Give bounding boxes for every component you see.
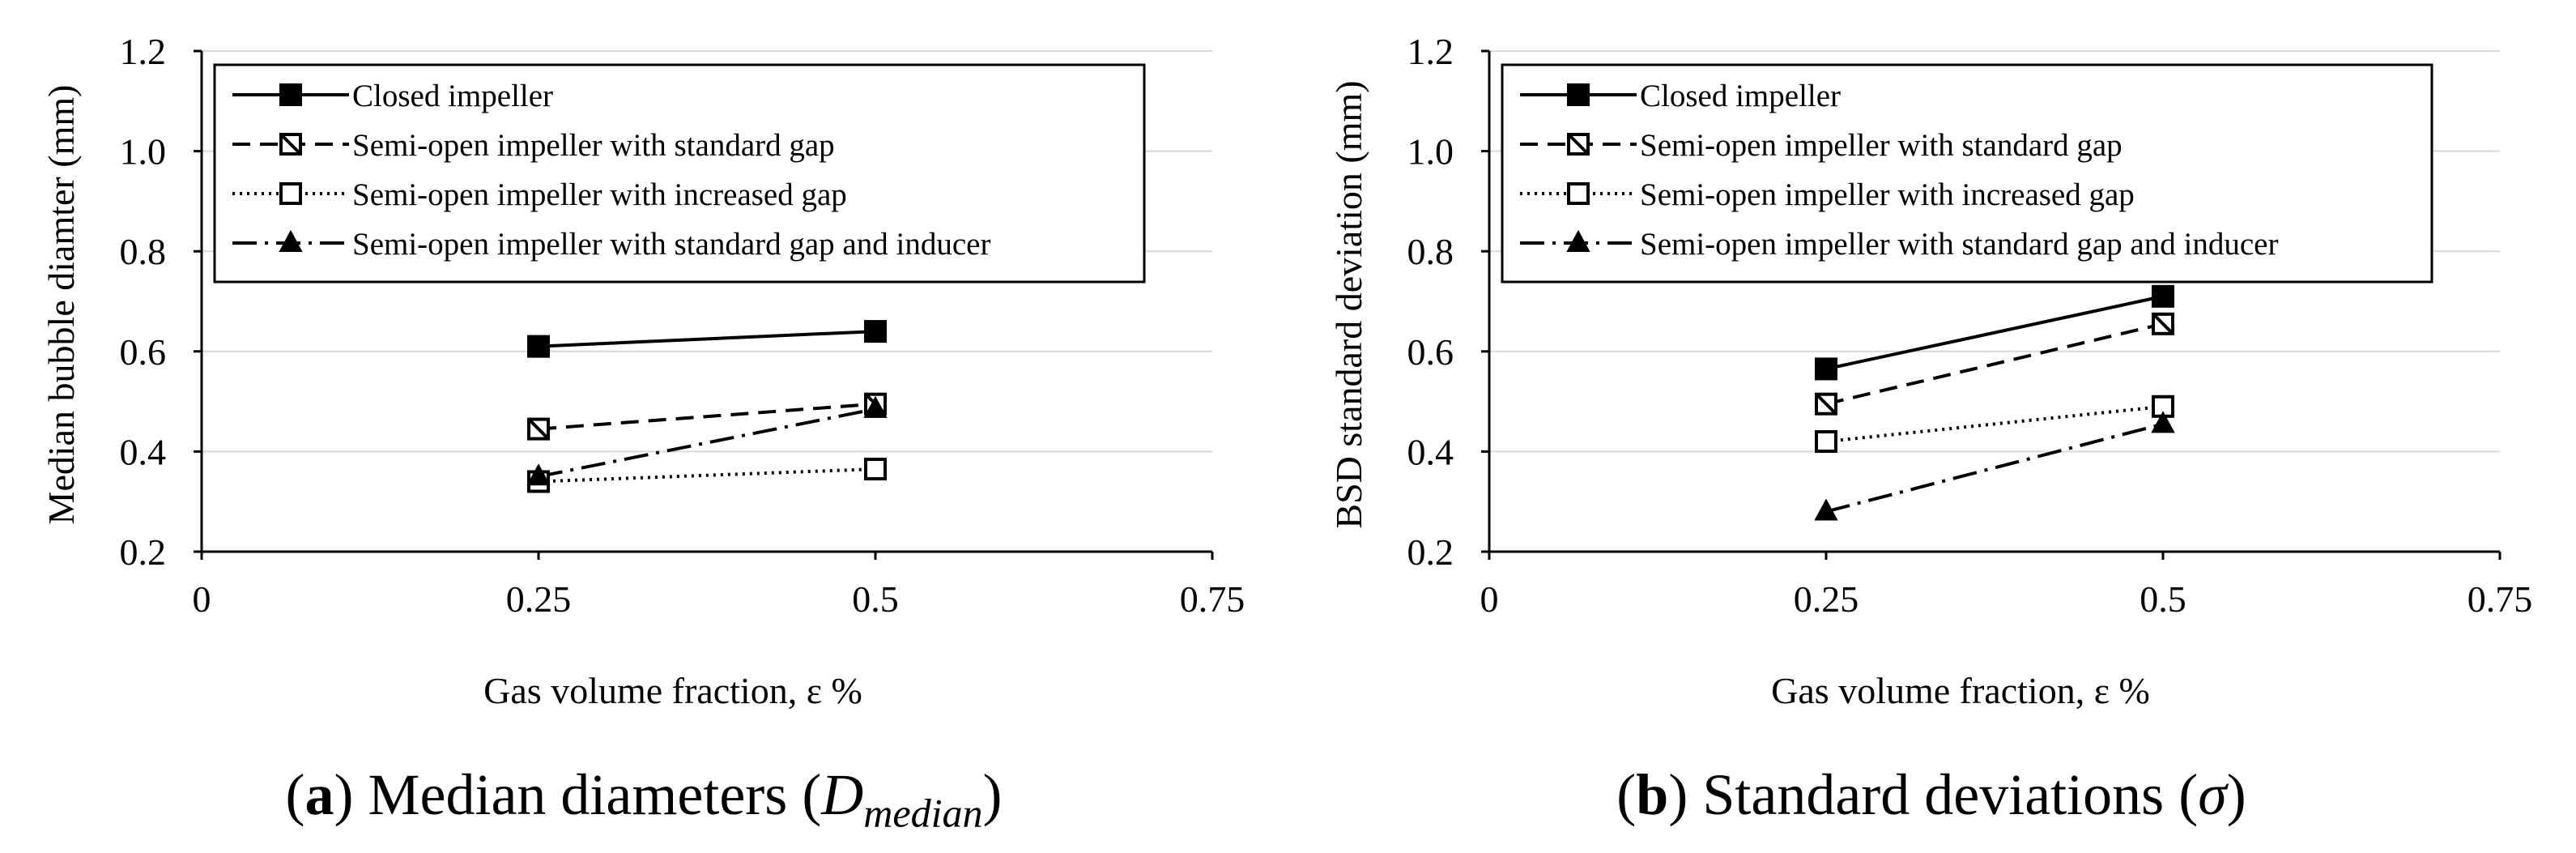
chart-a-series-1-point: [864, 320, 887, 343]
chart-b-y-tick-label: 1.0: [1407, 131, 1454, 173]
chart-b-caption-text: Standard deviations: [1702, 762, 2165, 827]
chart-b-series-2-line: [1825, 322, 2164, 406]
chart-b-series-1-point: [1815, 357, 1837, 381]
chart-a-x-axis-label: Gas volume fraction, ε %: [483, 670, 862, 711]
chart-b-legend-marker-4: [1566, 229, 1590, 252]
chart-a-series-4-line: [538, 407, 876, 479]
chart-b-series-4-point: [2151, 411, 2175, 433]
chart-b-legend-label-3: Semi-open impeller with increased gap: [1640, 177, 2135, 212]
chart-a-caption-text: Median diameters: [368, 762, 788, 827]
chart-a-y-tick-label: 1.2: [120, 31, 167, 72]
chart-a-y-tick-label: 0.6: [120, 331, 167, 373]
chart-a-legend-marker-3: [279, 182, 302, 205]
chart-a-y-tick-label: 0.4: [120, 431, 167, 472]
chart-b-y-tick-label: 0.8: [1407, 231, 1454, 272]
chart-b-y-tick-label: 0.2: [1407, 531, 1454, 573]
chart-b-series-1-point: [2152, 284, 2174, 308]
chart-b-x-tick-label: 0.25: [1794, 578, 1859, 620]
chart-b-series-2-point: [1815, 392, 1837, 416]
chart-b-legend-marker-3: [1567, 182, 1590, 205]
chart-b-y-axis-label: BSD standard deviation (mm): [1328, 80, 1369, 528]
chart-panel-b: 0.2 0.4 0.6 0.8 1.0 1.2 0 0.25 0.5 0.75 Gas volume…: [1288, 0, 2575, 853]
chart-a-series-3-point: [864, 458, 887, 481]
chart-b-series-2-point: [2152, 312, 2174, 335]
chart-a-legend-box: [213, 63, 1146, 284]
chart-b-caption-tag: b: [1636, 762, 1669, 827]
chart-a-legend-label-1: Closed impeller: [352, 79, 553, 113]
chart-a-legend-marker-4: [279, 229, 303, 252]
chart-b-legend-label-2: Semi-open impeller with standard gap: [1640, 128, 2123, 163]
chart-panel-a: 0.2 0.4 0.6 0.8 1.0 1.2 0 0.25 0.5 0.75 Gas volume…: [40, 31, 1245, 836]
chart-b-x-tick-label: 0.75: [2467, 578, 2533, 620]
chart-b-y-tick-label: 1.2: [1407, 31, 1454, 72]
chart-b-series-1-line: [1825, 294, 2164, 371]
chart-a-legend-marker-1: [279, 83, 302, 106]
chart-b-legend-label-4: Semi-open impeller with standard gap and…: [1640, 227, 2278, 262]
chart-a-y-tick-label: 0.8: [120, 231, 167, 272]
chart-a-series-1-point: [527, 335, 550, 358]
chart-a-plot: 0.2 0.4 0.6 0.8 1.0 1.2 0 0.25 0.5 0.75 Gas volume…: [40, 31, 1245, 711]
chart-a-y-tick-label: 1.0: [120, 131, 167, 173]
chart-b-x-tick-label: 0.5: [2140, 578, 2186, 620]
chart-a-x-tick-label: 0: [193, 578, 211, 620]
chart-a-legend-label-4: Semi-open impeller with standard gap and…: [352, 227, 990, 262]
chart-a-legend-label-3: Semi-open impeller with increased gap: [352, 177, 847, 212]
chart-b-x-tick-label: 0: [1480, 578, 1499, 620]
chart-a-series-3-line: [538, 467, 876, 484]
chart-a-legend-label-2: Semi-open impeller with standard gap: [352, 128, 835, 163]
chart-a-series-4-point: [526, 463, 551, 486]
chart-a-y-axis-label: Median bubble diamter (mm): [40, 85, 82, 525]
chart-a-series-2-point: [527, 417, 550, 441]
chart-b-legend-label-1: Closed impeller: [1640, 79, 1841, 113]
chart-b-series-4-point: [1814, 498, 1838, 521]
chart-a-caption-symbol: D: [821, 762, 864, 827]
chart-b-legend-marker-1: [1567, 83, 1590, 106]
chart-b-legend-marker-2: [1567, 133, 1590, 156]
chart-a-series-1-line: [538, 330, 876, 348]
chart-a-caption-subscript: median: [863, 790, 983, 836]
chart-b-series-3-line: [1825, 404, 2164, 444]
chart-b-x-axis-label: Gas volume fraction, ε %: [1771, 670, 2150, 711]
chart-a-x-tick-label: 0.75: [1180, 578, 1245, 620]
chart-b-series-4-line: [1825, 422, 2164, 514]
chart-a-caption: (a) Median diameters (Dmedian): [285, 762, 1003, 836]
chart-b-caption-symbol: σ: [2198, 762, 2227, 827]
chart-b-y-tick-label: 0.6: [1407, 331, 1454, 373]
chart-b-caption: (b) Standard deviations (σ): [1616, 762, 2246, 827]
chart-b-legend-box: [1501, 63, 2433, 284]
chart-b-series-3-point: [1815, 430, 1837, 454]
chart-a-legend-marker-2: [279, 133, 302, 156]
chart-a-series-4-point: [863, 395, 888, 418]
chart-a-caption-tag: a: [304, 762, 334, 827]
chart-a-x-tick-label: 0.5: [852, 578, 899, 620]
chart-a-series-2-line: [538, 402, 876, 431]
chart-b-plot: 0.2 0.4 0.6 0.8 1.0 1.2 0 0.25 0.5 0.75 Gas volume…: [1328, 31, 2533, 711]
chart-a-y-tick-label: 0.2: [120, 531, 167, 573]
chart-a-x-tick-label: 0.25: [506, 578, 572, 620]
chart-b-y-tick-label: 0.4: [1407, 431, 1454, 472]
